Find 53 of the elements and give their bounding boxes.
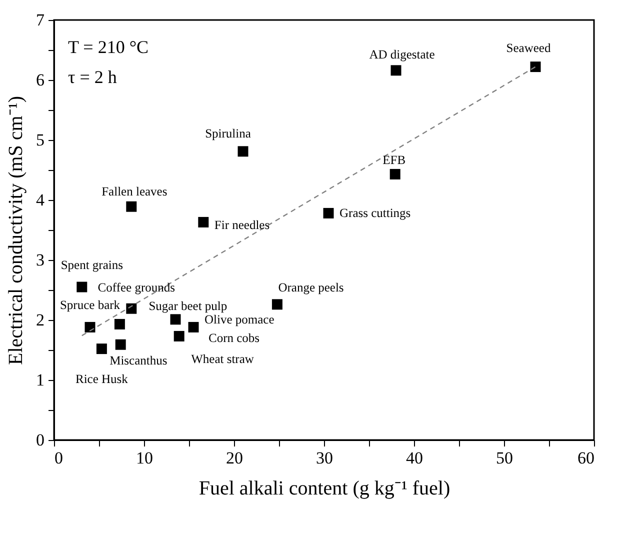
point [188, 322, 199, 332]
annotation: Coffee grounds [98, 280, 176, 295]
annotation: τ = 2 h [68, 67, 117, 87]
x-tick-label: 40 [406, 448, 423, 468]
annotation: EFB [382, 153, 406, 168]
x-tick-label: 10 [136, 448, 153, 468]
annotation: Orange peels [278, 280, 344, 294]
point [198, 216, 209, 228]
annotation: Seaweed [506, 40, 552, 55]
point [272, 299, 282, 310]
y-tick-label: 6 [36, 70, 44, 90]
point [238, 146, 248, 157]
y-tick-label: 1 [36, 370, 44, 390]
x-tick-label: 30 [316, 448, 333, 468]
annotation: Spent grains [60, 258, 124, 272]
x-tick-label: 0 [54, 448, 63, 468]
y-tick-label: 5 [36, 130, 44, 150]
annotation: Olive pomace [204, 312, 275, 326]
annotation: Miscanthus [110, 354, 168, 368]
point [126, 201, 137, 212]
y-tick-label: 4 [36, 190, 45, 210]
x-axis-title: Fuel alkali content (g kg⁻¹ fuel) [198, 478, 450, 500]
point [174, 330, 184, 342]
annotation: Grass cuttings [340, 206, 411, 220]
point [114, 318, 125, 330]
x-tick-label: 60 [578, 448, 594, 468]
annotation: AD digestate [369, 47, 436, 62]
annotation: Fir needles [214, 218, 270, 232]
point [96, 344, 107, 354]
point [530, 62, 541, 72]
y-tick-label: 3 [36, 250, 44, 270]
point [323, 208, 334, 218]
annotation: T = 210 °C [68, 37, 149, 57]
point [170, 314, 181, 325]
y-tick-label: 2 [36, 310, 44, 330]
annotation: Wheat straw [191, 352, 254, 366]
y-axis-title: Electrical conductivity (mS cm⁻¹) [5, 96, 27, 366]
point [84, 322, 96, 332]
x-tick-label: 20 [226, 448, 243, 468]
annotation: Sugar beet pulp [148, 299, 228, 314]
point [115, 339, 126, 350]
point [390, 168, 400, 180]
y-tick-label: 7 [36, 10, 45, 30]
point [126, 303, 137, 314]
annotation: Rice Husk [75, 372, 129, 386]
annotation: Corn cobs [208, 331, 260, 346]
point [76, 282, 88, 292]
x-tick-label: 50 [496, 448, 513, 468]
annotation: Spruce bark [60, 298, 121, 312]
point [390, 65, 402, 76]
y-tick-label: 0 [36, 430, 44, 450]
annotation: Fallen leaves [102, 184, 168, 199]
annotation: Spirulina [205, 126, 252, 140]
